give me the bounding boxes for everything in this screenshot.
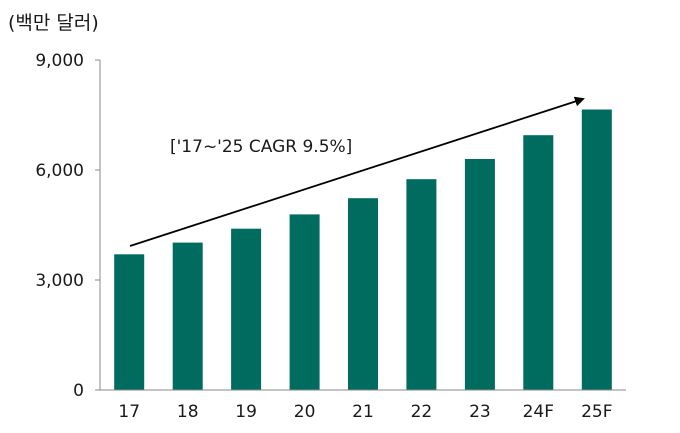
bar-25F: [581, 109, 612, 390]
cagr-annotation: ['17~'25 CAGR 9.5%]: [170, 137, 352, 157]
axes-group: [99, 60, 626, 391]
x-tick-label-21: 21: [352, 402, 374, 422]
bar-21: [348, 198, 378, 390]
bar-19: [231, 228, 262, 390]
bars-group: [114, 109, 612, 390]
x-tick-label-18: 18: [177, 402, 199, 422]
y-tick-label-9,000: 9,000: [35, 51, 84, 71]
x-tick-label-20: 20: [294, 402, 316, 422]
x-tick-label-17: 17: [118, 402, 140, 422]
bar-22: [406, 179, 437, 390]
bar-18: [172, 242, 203, 390]
y-tick-label-3,000: 3,000: [35, 271, 84, 291]
bar-24F: [523, 135, 554, 390]
x-tick-label-25F: 25F: [581, 402, 612, 422]
y-tick-label-6,000: 6,000: [35, 161, 84, 181]
x-labels-group: 17 18 19 20 21 22 23 24F 25F: [118, 402, 612, 422]
bar-23: [464, 159, 495, 390]
x-tick-label-23: 23: [469, 402, 491, 422]
bar-17: [114, 254, 145, 390]
x-tick-label-24F: 24F: [523, 402, 554, 422]
x-tick-label-19: 19: [235, 402, 257, 422]
y-tick-label-0: 0: [73, 381, 84, 401]
trend-arrow: [129, 96, 585, 247]
bar-20: [289, 214, 320, 390]
y-ticks-group: 0 3,000 6,000 9,000: [35, 51, 100, 401]
x-tick-label-22: 22: [411, 402, 433, 422]
y-axis-unit-label: (백만 달러): [8, 12, 99, 34]
